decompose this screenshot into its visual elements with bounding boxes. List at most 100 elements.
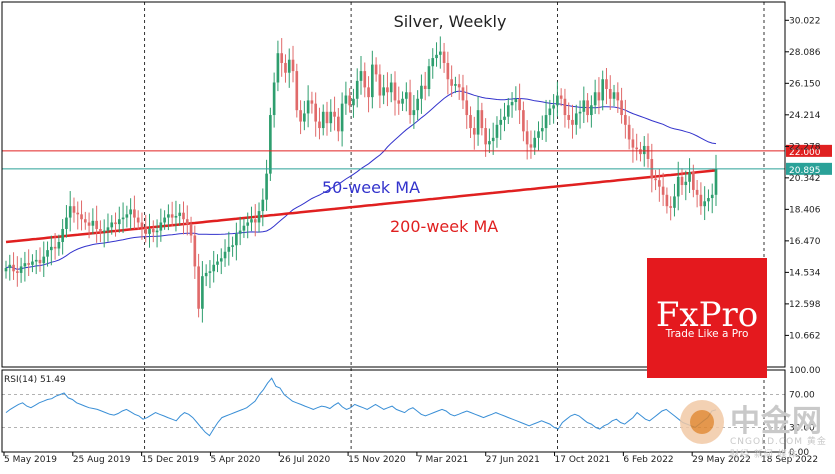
- candle-body: [46, 250, 49, 257]
- candle: [412, 95, 416, 129]
- candle: [291, 45, 295, 83]
- candle: [223, 239, 227, 267]
- candle-body: [110, 222, 114, 228]
- candle-body: [299, 110, 302, 122]
- candle: [250, 206, 253, 232]
- x-tick-label: 26 Jul 2020: [279, 455, 330, 465]
- candle-body: [227, 246, 231, 252]
- candle-body: [208, 271, 212, 273]
- candle: [389, 73, 393, 103]
- price-tick-label: 12.598: [789, 300, 821, 310]
- candle: [601, 70, 605, 111]
- candle: [303, 100, 306, 131]
- candle-body: [593, 92, 597, 106]
- candle-body: [269, 115, 272, 174]
- rsi-line: [5, 377, 717, 437]
- price-tick-label: 16.470: [789, 237, 821, 247]
- candle-body: [193, 235, 197, 267]
- candle-body: [117, 219, 121, 225]
- candle: [276, 40, 280, 92]
- candle-body: [140, 222, 144, 228]
- candle: [480, 102, 484, 136]
- candle: [19, 257, 23, 283]
- candle-body: [246, 222, 250, 226]
- candle-body: [450, 79, 453, 86]
- candle: [472, 116, 476, 150]
- candle-body: [212, 264, 216, 272]
- candle: [522, 101, 525, 142]
- candle-body: [559, 95, 563, 99]
- candle-body: [480, 110, 484, 129]
- candle-body: [295, 71, 299, 111]
- candle-body: [337, 116, 340, 132]
- candle-body: [68, 206, 72, 218]
- price-tick-label: 28.086: [789, 48, 821, 58]
- candle-body: [374, 64, 378, 75]
- candle: [506, 97, 510, 125]
- candle: [673, 183, 676, 217]
- candle: [692, 164, 695, 198]
- candle: [65, 205, 68, 238]
- candle-body: [639, 149, 642, 155]
- candle: [182, 201, 185, 235]
- candle-body: [314, 103, 318, 122]
- candle: [537, 121, 540, 151]
- candle-body: [616, 92, 620, 101]
- candle: [382, 74, 385, 105]
- candle: [714, 154, 718, 207]
- candle: [95, 205, 98, 243]
- candle: [661, 172, 665, 207]
- candle: [420, 74, 423, 114]
- rsi-label: RSI(14) 51.49: [4, 375, 66, 385]
- candle-body: [253, 219, 257, 223]
- x-tick-label: 5 Apr 2020: [210, 455, 260, 465]
- candle-body: [699, 194, 703, 207]
- candle: [265, 159, 268, 211]
- candle-body: [352, 98, 355, 106]
- candle-body: [83, 219, 87, 223]
- candle: [253, 204, 257, 237]
- candle: [688, 158, 691, 194]
- candle-body: [503, 116, 506, 120]
- watermark-text: 中金网: [730, 404, 823, 439]
- candle-body: [367, 87, 370, 98]
- candle-body: [518, 98, 521, 111]
- candle-body: [404, 92, 408, 99]
- candle-body: [61, 228, 64, 243]
- candle: [125, 205, 129, 228]
- candle: [16, 256, 19, 287]
- candle-body: [514, 98, 518, 103]
- candle-body: [695, 189, 699, 195]
- candle: [378, 64, 382, 109]
- candle: [669, 196, 673, 221]
- candle: [68, 191, 72, 232]
- candle-body: [491, 137, 495, 142]
- candle: [707, 189, 710, 212]
- price-tick-label: 24.214: [789, 111, 821, 121]
- candle: [337, 108, 340, 142]
- candle-body: [703, 201, 706, 207]
- candle: [329, 99, 333, 132]
- candle-body: [106, 227, 110, 231]
- candle-body: [321, 111, 325, 129]
- candle: [185, 205, 189, 236]
- candle-body: [151, 228, 155, 233]
- candle: [34, 249, 38, 275]
- candle: [106, 213, 110, 242]
- candle: [510, 92, 514, 118]
- candle: [4, 260, 8, 279]
- candle-body: [446, 62, 450, 80]
- candle: [53, 233, 57, 260]
- candle: [238, 216, 242, 246]
- candle: [99, 220, 102, 243]
- candle: [280, 38, 284, 77]
- candle-body: [95, 220, 98, 229]
- candle: [578, 100, 582, 129]
- candle-body: [707, 198, 710, 202]
- candle-body: [310, 100, 314, 104]
- candle-body: [537, 131, 540, 138]
- candle-body: [688, 172, 691, 182]
- candle: [246, 212, 250, 239]
- candles-layer: [4, 36, 718, 323]
- candle-body: [540, 128, 544, 132]
